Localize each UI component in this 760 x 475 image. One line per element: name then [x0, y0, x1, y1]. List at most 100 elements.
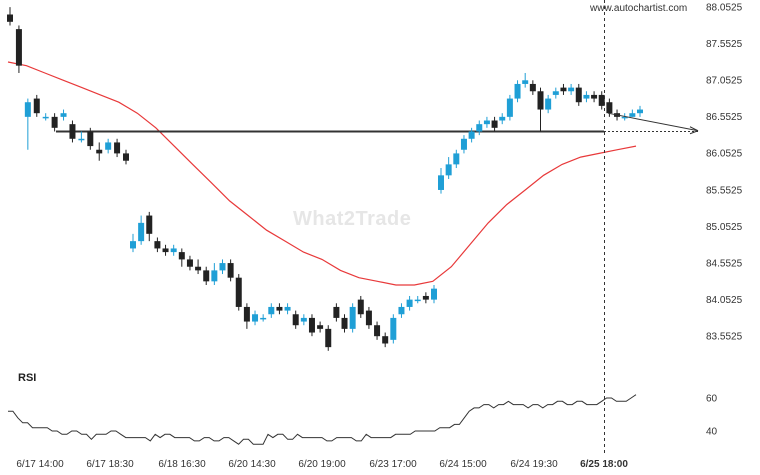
ma-path: [7, 61, 637, 286]
candle: [308, 314, 315, 337]
candle: [252, 310, 259, 326]
candle: [284, 303, 291, 315]
candle: [268, 303, 275, 318]
price-tick-label: 88.0525: [706, 3, 743, 14]
time-axis: 6/17 14:00 6/17 18:30 6/18 16:30 6/20 14:30…: [16, 459, 628, 470]
candle: [130, 233, 136, 253]
moving-average-line: [7, 61, 637, 286]
time-tick-label: 6/25 18:00: [580, 459, 628, 470]
time-tick-label: 6/17 18:30: [86, 459, 134, 470]
rsi-label: RSI: [18, 372, 37, 384]
time-tick-label: 6/20 14:30: [228, 459, 276, 470]
candle: [545, 94, 552, 114]
candle: [445, 157, 452, 179]
time-tick-label: 6/18 16:30: [158, 459, 206, 470]
candle: [460, 135, 467, 154]
price-tick-label: 84.0525: [706, 295, 743, 306]
price-tick-label: 83.5525: [706, 332, 743, 343]
candle: [537, 87, 544, 132]
price-tick-label: 87.0525: [706, 76, 743, 87]
candle: [468, 127, 475, 143]
rsi-tick-label: 40: [706, 427, 718, 438]
time-tick-label: 6/24 19:30: [510, 459, 558, 470]
candle: [491, 116, 498, 132]
price-tick-label: 87.5525: [706, 39, 743, 50]
candle: [227, 259, 234, 282]
price-tick-label: 84.5525: [706, 258, 743, 269]
site-url[interactable]: www.autochartist.com: [590, 3, 688, 14]
candle: [146, 211, 153, 242]
price-tick-label: 86.5525: [706, 112, 743, 123]
candlesticks: [7, 7, 643, 351]
candle: [24, 98, 31, 150]
candle: [105, 138, 112, 154]
candle: [7, 7, 13, 26]
price-tick-label: 86.0525: [706, 149, 743, 160]
candle: [300, 314, 307, 326]
candle: [51, 113, 58, 132]
rsi-panel: 60 40: [8, 394, 718, 445]
candle: [438, 168, 444, 194]
candle: [114, 138, 121, 158]
candle: [78, 131, 85, 143]
candle: [374, 321, 381, 340]
candle: [431, 285, 437, 304]
candle: [325, 325, 332, 351]
time-tick-label: 6/20 19:00: [298, 459, 346, 470]
candle: [292, 310, 299, 329]
candle: [138, 215, 145, 245]
candle: [42, 113, 49, 121]
rsi-line: [8, 394, 637, 445]
forecast-line: [607, 112, 699, 132]
candle: [60, 109, 67, 121]
candle: [178, 248, 185, 267]
candle: [514, 80, 521, 103]
candle: [483, 116, 490, 128]
candle: [365, 306, 372, 329]
candle: [583, 91, 590, 103]
candle: [529, 80, 536, 95]
candle: [560, 83, 567, 95]
candle: [341, 314, 348, 333]
candle: [203, 266, 210, 286]
candle: [637, 105, 643, 117]
price-axis: 88.0525 87.5525 87.0525 86.5525 86.0525 85.55…: [706, 3, 743, 343]
candle: [15, 25, 22, 73]
candle: [333, 303, 340, 322]
candle: [162, 244, 169, 256]
price-tick-label: 85.0525: [706, 222, 743, 233]
candle: [476, 120, 483, 136]
candle: [499, 113, 506, 125]
candle: [33, 94, 40, 117]
candle: [453, 149, 460, 169]
candle: [219, 259, 226, 275]
candle: [598, 91, 605, 110]
candle: [414, 295, 421, 304]
candle: [357, 295, 364, 318]
candle: [522, 72, 529, 88]
candle: [96, 142, 103, 161]
candle: [591, 91, 598, 103]
candle: [170, 244, 177, 256]
candle: [575, 83, 582, 106]
time-tick-label: 6/24 15:00: [439, 459, 487, 470]
candle: [317, 321, 324, 333]
forecast-arrow: [607, 112, 699, 135]
candle: [123, 149, 129, 165]
candle: [243, 303, 250, 329]
candle: [260, 314, 267, 322]
time-tick-label: 6/17 14:00: [16, 459, 64, 470]
candle: [276, 303, 283, 315]
candle: [382, 332, 389, 348]
candle: [195, 259, 202, 275]
time-tick-label: 6/23 17:00: [369, 459, 417, 470]
candle: [235, 274, 242, 311]
candle: [211, 263, 218, 286]
candle: [629, 109, 636, 117]
candle: [154, 237, 161, 253]
forecast-arrowhead: [689, 126, 699, 135]
candle: [506, 94, 513, 121]
candle: [69, 120, 76, 143]
candle: [422, 292, 429, 304]
